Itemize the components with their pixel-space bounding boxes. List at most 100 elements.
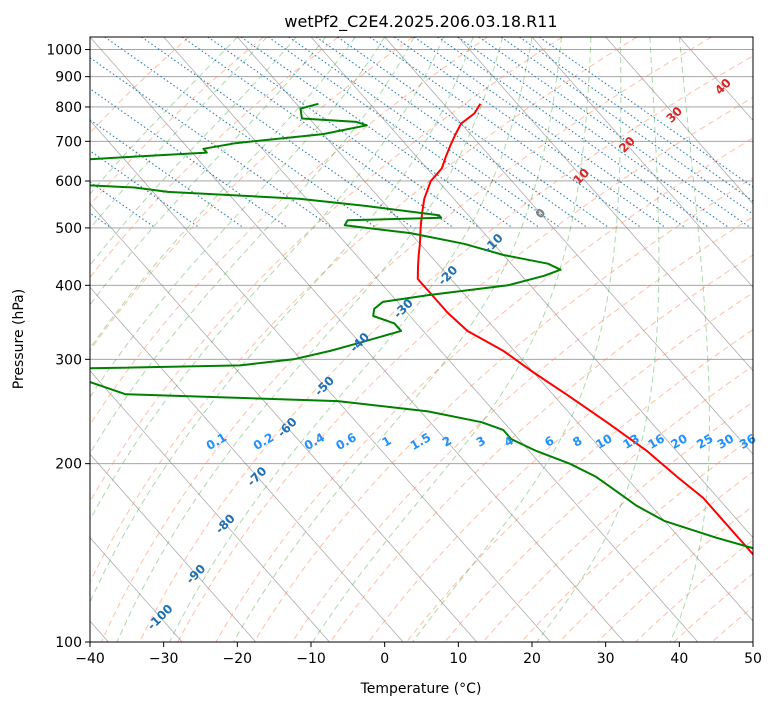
x-tick-label: −30 — [149, 651, 179, 667]
isotherm-label: -20 — [435, 263, 460, 288]
dry-adiabat-line — [101, 37, 712, 642]
isotherm-label: -60 — [275, 415, 300, 440]
mixing-ratio-line — [519, 37, 753, 202]
moist-adiabat-line — [412, 37, 622, 642]
mixing-ratio-line — [478, 37, 751, 229]
dry-adiabat-line — [90, 37, 190, 134]
mixing-ratio-label: 0.6 — [333, 430, 358, 453]
isotherm-line — [90, 537, 183, 642]
x-tick-label: 40 — [670, 651, 688, 667]
x-tick-label: 0 — [380, 651, 389, 667]
dry-adiabat-line — [291, 216, 753, 642]
isotherm-line — [90, 370, 330, 642]
mixing-ratio-label: 1 — [380, 433, 394, 449]
y-tick-label: 600 — [55, 174, 82, 190]
dry-adiabat-line — [635, 539, 753, 642]
dry-adiabat-line — [520, 436, 753, 642]
mixing-ratio-label: 36 — [737, 431, 758, 451]
mixing-ratio-line — [90, 181, 156, 229]
y-tick-label: 300 — [55, 352, 82, 368]
mixing-ratio-label: 0.4 — [302, 430, 327, 453]
dry-adiabat-line — [90, 37, 563, 503]
dry-adiabat-line — [482, 401, 753, 642]
y-tick-label: 400 — [55, 278, 82, 294]
mixing-ratio-line — [90, 57, 333, 229]
isotherm-line — [90, 203, 478, 642]
isotherm-line — [752, 37, 753, 38]
isotherm-label: -80 — [213, 511, 238, 536]
isotherm-label: -40 — [347, 330, 372, 355]
mixing-ratio-line — [413, 37, 687, 229]
mixing-ratio-line — [437, 37, 710, 229]
mixing-ratio-label: 3 — [474, 433, 488, 449]
moist-adiabat-line — [90, 37, 474, 604]
isotherm-line — [90, 37, 625, 642]
x-tick-label: −20 — [223, 651, 253, 667]
mixing-ratio-label: 8 — [570, 433, 584, 449]
dry-adiabat-line — [90, 37, 488, 426]
isotherm-label: -90 — [183, 562, 208, 587]
y-tick-label: 800 — [55, 100, 82, 116]
mixing-ratio-label: 0.2 — [251, 430, 276, 453]
isotherm-label: -100 — [145, 602, 176, 633]
dry-adiabat-line — [215, 137, 753, 642]
dry-adiabat-line — [253, 177, 753, 642]
plot-frame — [89, 36, 754, 643]
isotherm-line — [605, 37, 753, 205]
isotherm-label: -10 — [481, 231, 506, 256]
isotherm-line — [163, 37, 699, 642]
moist-adiabat-line — [90, 37, 386, 398]
mixing-ratio-line — [90, 119, 245, 229]
mixing-ratio-line — [240, 37, 513, 229]
mixing-ratio-line — [181, 37, 455, 229]
y-axis-label: Pressure (hPa) — [11, 289, 27, 389]
background-lines — [0, 37, 753, 642]
dry-adiabat-line — [139, 55, 753, 642]
mixing-ratio-label: 10 — [593, 431, 614, 451]
x-axis-label: Temperature (°C) — [360, 681, 482, 697]
dry-adiabat-line — [90, 37, 264, 206]
y-tick-label: 100 — [55, 635, 82, 651]
mixing-ratio-label: 0.1 — [204, 430, 229, 453]
isotherm-label: 40 — [712, 76, 734, 98]
isotherm-label: -50 — [312, 373, 337, 398]
dry-adiabat-line — [90, 37, 638, 584]
mixing-ratio-line — [393, 37, 667, 229]
mixing-ratio-line — [288, 37, 561, 229]
mixing-ratio-line — [500, 37, 753, 215]
labels-layer: -100-90-80-70-60-50-40-30-20-10010203040… — [145, 76, 759, 633]
moist-adiabat-line — [116, 37, 503, 642]
isotherm-line — [310, 37, 753, 539]
isotherm-label: 20 — [616, 134, 638, 156]
y-tick-label: 700 — [55, 134, 82, 150]
isotherm-line — [531, 37, 753, 288]
mixing-ratio-line — [207, 37, 480, 229]
series-lines — [90, 102, 753, 556]
chart-title: wetPf2_C2E4.2025.206.03.18.R11 — [284, 12, 557, 32]
mixing-ratio-line — [457, 37, 730, 229]
moist-adiabat-line — [312, 37, 592, 642]
moist-adiabat-line — [90, 37, 327, 306]
mixing-ratio-line — [0, 37, 23, 228]
moist-adiabat-line — [90, 37, 297, 266]
mixing-ratio-label: 6 — [542, 433, 556, 449]
isotherm-line — [90, 453, 257, 642]
mixing-ratio-line — [104, 37, 377, 229]
dry-adiabat-line — [329, 254, 753, 642]
moist-adiabat-line — [90, 37, 238, 195]
x-tick-label: 50 — [744, 651, 762, 667]
isotherm-line — [458, 37, 753, 372]
mixing-ratio-line — [315, 37, 589, 229]
moist-adiabat-line — [90, 37, 415, 455]
moist-adiabat-line — [90, 37, 268, 230]
mixing-ratio-line — [337, 37, 610, 229]
dry-adiabat-line — [444, 365, 753, 642]
y-axis: 1000 900 800 700 600 500 400 300 200 100 — [46, 43, 90, 651]
mixing-ratio-line — [0, 37, 67, 228]
dry-adiabat-line — [673, 572, 753, 642]
temperature-profile-line — [416, 103, 753, 556]
mixing-ratio-line — [369, 37, 642, 229]
x-tick-label: −10 — [296, 651, 326, 667]
mixing-ratio-line — [141, 37, 414, 229]
mixing-ratio-label: 30 — [715, 431, 736, 451]
